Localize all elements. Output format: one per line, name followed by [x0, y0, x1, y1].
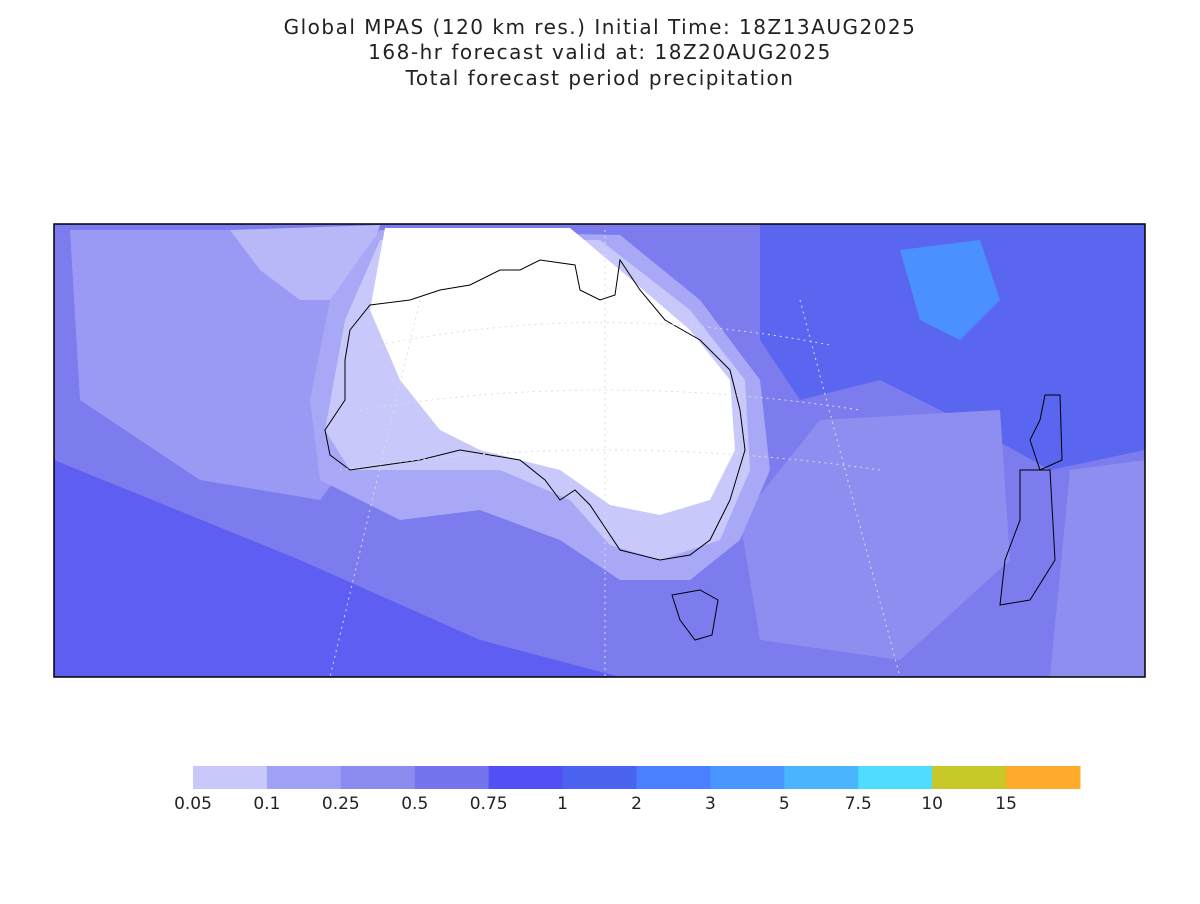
coastline: [324, 258, 746, 561]
legend-swatch: [784, 766, 859, 789]
legend-label: 0.1: [253, 794, 280, 814]
precip-field: [900, 240, 1000, 340]
legend-swatch: [488, 766, 564, 789]
precip-field: [370, 228, 735, 515]
legend-label: 0.25: [322, 794, 360, 814]
legend-label: 0.75: [470, 794, 508, 814]
legend-swatch: [858, 766, 933, 789]
legend-swatch: [562, 766, 637, 789]
legend-swatch: [932, 766, 1007, 789]
precip-field: [760, 224, 1145, 470]
title-line: Global MPAS (120 km res.) Initial Time: …: [284, 15, 917, 39]
legend-swatch: [710, 766, 785, 789]
legend-label: 3: [705, 794, 716, 814]
legend-label: 1: [557, 794, 568, 814]
map: [54, 224, 1145, 677]
legend-swatch: [340, 766, 416, 789]
graticule: [329, 230, 901, 677]
legend-swatch: [1006, 766, 1081, 789]
legend-swatch: [636, 766, 711, 789]
legend-swatch: [414, 766, 490, 789]
legend-label: 10: [921, 794, 943, 814]
precip-field: [740, 410, 1010, 660]
legend-label: 7.5: [845, 794, 872, 814]
coastline: [999, 394, 1063, 606]
precip-field: [54, 460, 620, 677]
precip-field: [1050, 460, 1145, 677]
legend-swatch: [266, 766, 342, 789]
legend-label: 0.05: [174, 794, 212, 814]
legend-label: 5: [779, 794, 790, 814]
title-line: Total forecast period precipitation: [405, 66, 795, 90]
precip-field: [230, 225, 380, 300]
coastline: [671, 589, 719, 641]
legend-swatch: [193, 766, 268, 789]
legend: 0.05 0.1 0.25 0.5 0.75 1 2 3 5 7.5 10 15: [174, 766, 1081, 814]
legend-label: 2: [631, 794, 642, 814]
legend-label: 15: [995, 794, 1017, 814]
map-frame: [53, 223, 1146, 678]
legend-label: 0.5: [401, 794, 428, 814]
title-line: 168-hr forecast valid at: 18Z20AUG2025: [368, 40, 832, 64]
